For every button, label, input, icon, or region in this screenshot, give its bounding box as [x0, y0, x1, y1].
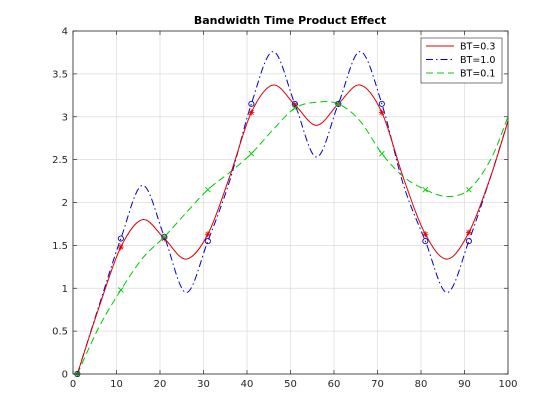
y-tick-label: 3 [62, 112, 68, 123]
marker-circle [248, 100, 255, 107]
y-tick-label: 0 [62, 370, 68, 381]
marker-star [422, 231, 429, 238]
y-tick-label: 3.5 [52, 69, 68, 80]
marker-cross [205, 186, 211, 193]
marker-cross [379, 150, 385, 157]
x-tick-label: 40 [241, 379, 254, 390]
marker-cross [422, 186, 429, 193]
y-tick-label: 0.5 [52, 327, 68, 338]
marker-cross [161, 233, 168, 240]
y-tick-label: 1.5 [52, 241, 68, 252]
marker-circle [422, 238, 429, 245]
marker-star [465, 229, 472, 236]
marker-cross [248, 150, 255, 157]
x-tick-label: 80 [415, 379, 428, 390]
x-tick-label: 50 [284, 379, 297, 390]
marker-star [204, 231, 211, 238]
x-tick-label: 90 [458, 379, 471, 390]
legend-label-bt-1-0: BT=1.0 [460, 55, 495, 66]
marker-circle [465, 238, 472, 245]
chart-title: Bandwidth Time Product Effect [194, 14, 386, 27]
marker-cross [335, 101, 342, 107]
marker-cross [466, 186, 472, 193]
y-tick-label: 4 [62, 27, 68, 38]
marker-star [378, 109, 385, 116]
marker-cross [118, 287, 124, 293]
marker-star [291, 101, 298, 108]
marker-circle [291, 100, 298, 107]
x-tick-label: 0 [70, 379, 76, 390]
y-tick-label: 1 [62, 284, 68, 295]
marker-circle [335, 100, 342, 107]
marker-cross [292, 105, 298, 111]
marker-star [161, 235, 168, 242]
marker-star [248, 109, 255, 116]
marker-circle [378, 100, 385, 107]
marker-circle [204, 238, 211, 245]
x-tick-label: 30 [197, 379, 210, 390]
y-tick-label: 2 [62, 198, 68, 209]
x-tick-label: 60 [328, 379, 341, 390]
y-tick-label: 2.5 [52, 155, 68, 166]
marker-circle [117, 235, 124, 242]
legend-label-bt-0-3: BT=0.3 [460, 42, 495, 53]
x-tick-label: 70 [371, 379, 384, 390]
axis-ticks: 0 10 20 30 40 50 60 70 80 90 100 0 0.5 1 1.5 2 2.5 3 3.5 4 [52, 27, 517, 391]
legend: BT=0.3 BT=1.0 BT=0.1 [420, 37, 503, 84]
x-tick-label: 10 [110, 379, 123, 390]
legend-label-bt-0-1: BT=0.1 [460, 69, 495, 80]
marker-star [117, 244, 124, 251]
marker-circle [161, 233, 168, 240]
x-tick-label: 20 [154, 379, 167, 390]
x-tick-label: 100 [498, 379, 517, 390]
